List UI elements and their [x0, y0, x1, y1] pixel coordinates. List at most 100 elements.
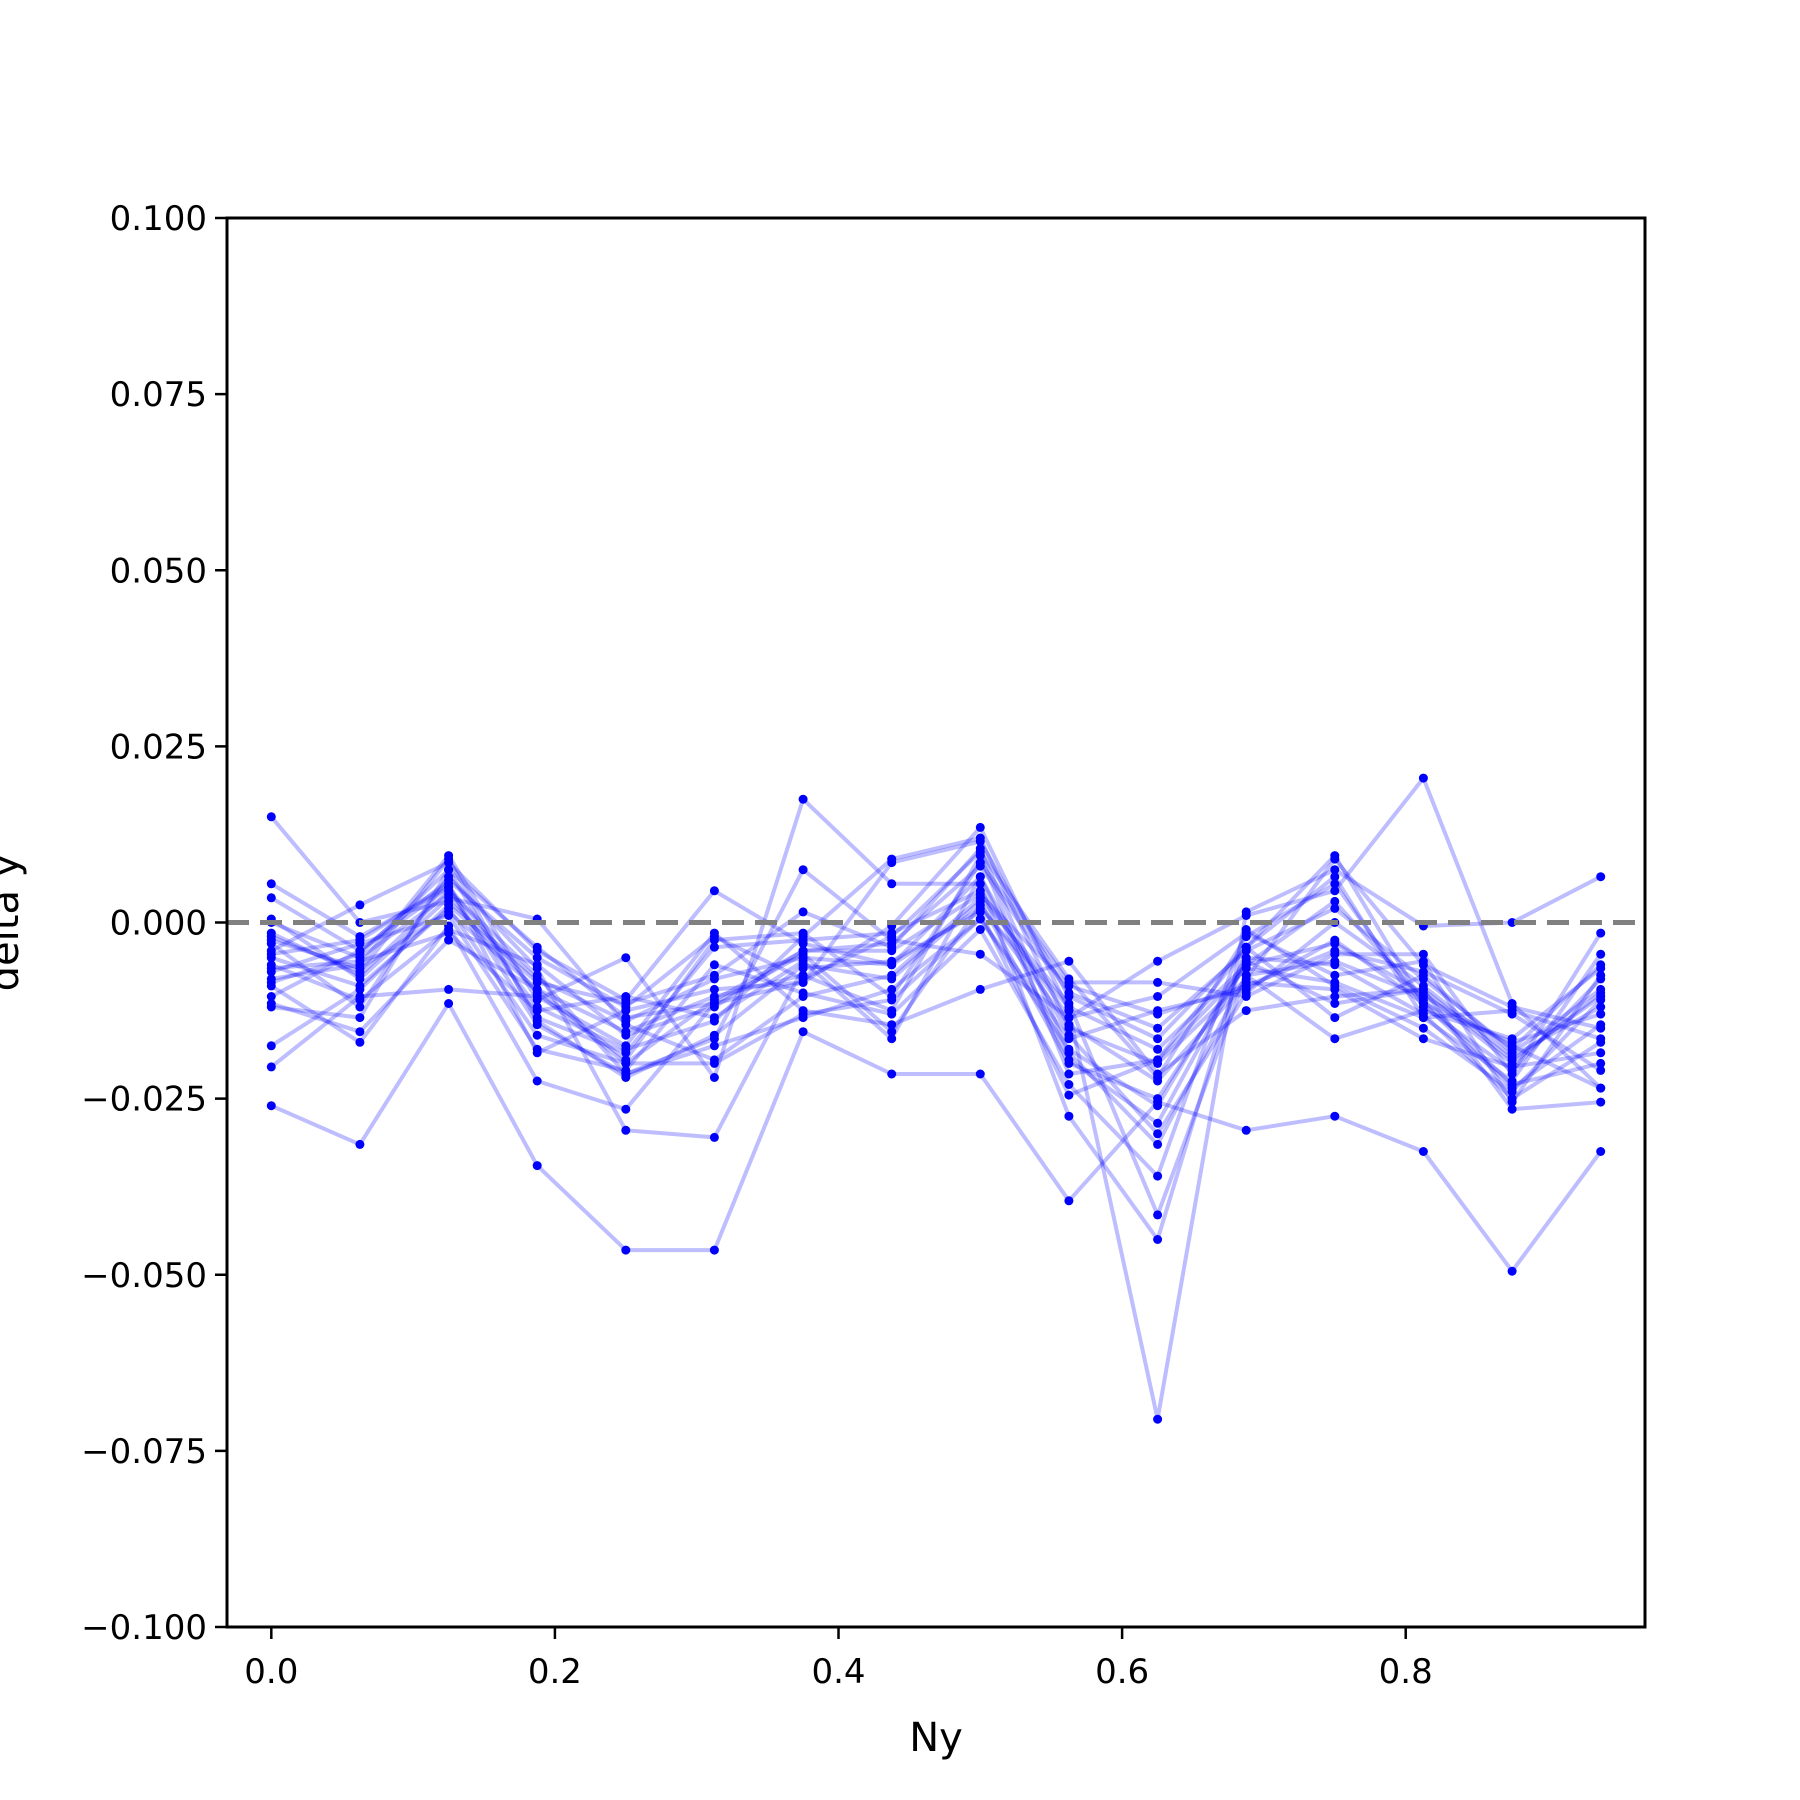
data-point	[1418, 1034, 1428, 1044]
y-tick-label: 0.100	[110, 199, 207, 239]
data-point	[887, 935, 897, 945]
data-point	[532, 970, 542, 980]
data-point	[1507, 1083, 1517, 1093]
data-point	[975, 949, 985, 959]
series-lines	[269, 776, 1603, 1422]
data-point	[621, 1013, 631, 1023]
data-point	[798, 970, 808, 980]
data-point	[532, 963, 542, 973]
series-line-7	[270, 906, 1602, 1108]
data-point	[444, 893, 454, 903]
data-point	[1330, 949, 1340, 959]
data-point	[1064, 992, 1074, 1001]
data-point	[1330, 879, 1340, 889]
data-point	[1330, 999, 1340, 1008]
data-point	[798, 963, 808, 973]
data-point	[1596, 1097, 1606, 1107]
data-point	[355, 956, 365, 966]
data-point	[266, 879, 276, 889]
series-line-23	[270, 867, 1603, 1105]
data-point	[1153, 1235, 1163, 1244]
data-point	[1596, 1065, 1606, 1075]
data-point	[1330, 992, 1340, 1001]
data-point	[1064, 1020, 1074, 1030]
series-line-14	[270, 846, 1602, 1147]
data-point	[887, 858, 897, 868]
data-point	[887, 1020, 897, 1030]
data-point	[1330, 1111, 1340, 1121]
series-line-19	[270, 895, 1602, 1217]
data-point	[1064, 1069, 1074, 1079]
data-point	[1153, 977, 1163, 987]
data-point	[266, 935, 276, 945]
data-point	[1153, 1414, 1163, 1424]
data-point	[532, 1161, 542, 1171]
data-point	[621, 1006, 631, 1016]
data-point	[975, 893, 985, 903]
data-point	[532, 992, 542, 1001]
data-point	[621, 1055, 631, 1065]
data-point	[266, 812, 276, 822]
data-point	[709, 970, 719, 980]
data-point	[532, 1048, 542, 1058]
data-point	[798, 794, 808, 804]
data-point	[444, 886, 454, 896]
data-point	[1330, 872, 1340, 882]
data-point	[266, 977, 276, 987]
data-point	[1064, 999, 1074, 1008]
x-tick-label: 0.6	[1095, 1652, 1149, 1692]
data-point	[266, 893, 276, 903]
series-line-15	[270, 931, 1601, 1112]
data-point	[1241, 963, 1251, 973]
data-point	[975, 837, 985, 846]
data-point	[1153, 956, 1163, 966]
data-point	[355, 949, 365, 959]
data-point	[975, 872, 985, 882]
y-tick-label: −0.100	[81, 1608, 207, 1648]
data-point	[1153, 1069, 1163, 1079]
data-point	[1064, 1048, 1074, 1058]
data-point	[887, 984, 897, 994]
y-tick-label: 0.050	[110, 551, 207, 591]
y-axis-title: delta y	[0, 854, 28, 992]
data-point	[1507, 1076, 1517, 1086]
data-point	[709, 1013, 719, 1023]
data-point	[975, 851, 985, 861]
y-tick-label: 0.000	[110, 904, 207, 944]
data-point	[887, 956, 897, 966]
data-point	[266, 992, 276, 1001]
data-point	[1418, 1006, 1428, 1016]
data-point	[355, 1002, 365, 1012]
data-point	[621, 1125, 631, 1135]
data-point	[532, 1006, 542, 1016]
data-point	[1064, 1090, 1074, 1100]
data-point	[887, 1027, 897, 1037]
data-point	[266, 1101, 276, 1111]
data-point	[1507, 1266, 1517, 1276]
data-point	[1507, 1048, 1517, 1058]
data-point	[1064, 956, 1074, 966]
data-point	[709, 1041, 719, 1051]
data-point	[444, 865, 454, 875]
data-point	[975, 900, 985, 910]
data-point	[887, 1006, 897, 1016]
data-point	[798, 907, 808, 917]
data-point	[266, 1062, 276, 1072]
data-point	[709, 960, 719, 970]
data-point	[1418, 970, 1428, 980]
data-point	[1596, 992, 1606, 1001]
data-point	[1418, 949, 1428, 959]
data-point	[1507, 1104, 1517, 1114]
data-point	[1153, 1044, 1163, 1054]
data-point	[975, 925, 985, 934]
x-tick-label: 0.4	[811, 1652, 865, 1692]
series-line-4	[270, 836, 1602, 1066]
data-point	[1596, 1009, 1606, 1019]
y-tick-label: 0.075	[110, 375, 207, 415]
data-point	[355, 970, 365, 980]
data-point	[444, 999, 454, 1008]
data-point	[709, 1034, 719, 1044]
data-point	[1064, 1013, 1074, 1023]
data-point	[709, 942, 719, 952]
data-point	[887, 928, 897, 938]
